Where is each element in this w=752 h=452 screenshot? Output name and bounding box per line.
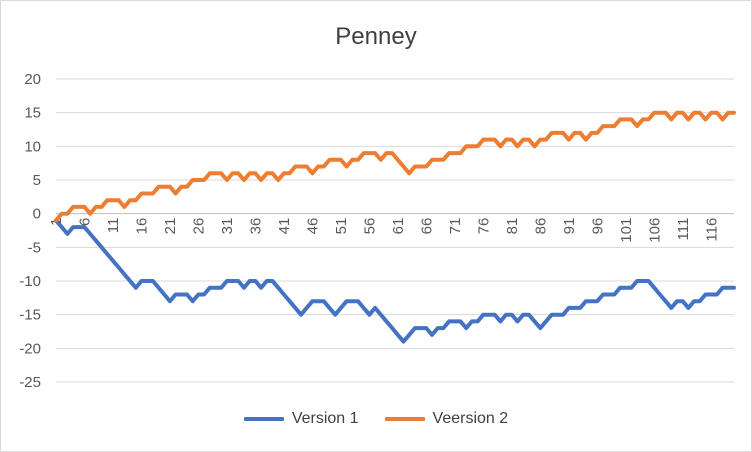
x-tick-label: 16 xyxy=(134,218,151,235)
x-tick-label: 86 xyxy=(533,218,550,235)
y-tick-label: -20 xyxy=(19,340,41,357)
legend-swatch-series-1 xyxy=(243,417,284,421)
legend-item-series-1: Version 1 xyxy=(243,410,359,428)
x-tick-label: 66 xyxy=(419,218,436,235)
x-tick-label: 116 xyxy=(703,218,720,242)
y-tick-label: 20 xyxy=(24,71,41,88)
x-tick-label: 36 xyxy=(248,218,265,235)
y-tick-label: 10 xyxy=(24,138,41,155)
x-tick-label: 111 xyxy=(675,218,692,241)
y-tick-label: -5 xyxy=(28,239,41,256)
series-line-1 xyxy=(54,218,736,344)
legend-label-series-2: Veersion 2 xyxy=(432,410,509,427)
y-tick-label: 0 xyxy=(33,206,41,223)
x-tick-label: 26 xyxy=(191,218,208,235)
y-tick-label: 5 xyxy=(33,172,41,189)
x-tick-label: 46 xyxy=(305,218,322,235)
x-tick-label: 31 xyxy=(219,218,236,235)
x-tick-label: 71 xyxy=(447,218,464,235)
x-tick-label: 11 xyxy=(105,218,122,234)
x-tick-label: 106 xyxy=(646,218,663,243)
y-tick-label: -15 xyxy=(19,307,41,324)
x-tick-label: 21 xyxy=(162,218,179,235)
x-tick-label: 96 xyxy=(590,218,607,235)
chart-title: Penney xyxy=(335,23,417,50)
x-tick-label: 91 xyxy=(561,218,578,235)
legend-item-series-2: Veersion 2 xyxy=(384,410,509,428)
x-tick-label: 101 xyxy=(618,218,635,243)
y-tick-label: -10 xyxy=(19,273,41,290)
series-line-2 xyxy=(54,110,736,223)
legend-label-series-1: Version 1 xyxy=(291,410,359,427)
legend-swatch-series-2 xyxy=(384,417,425,421)
x-tick-label: 76 xyxy=(476,218,493,235)
x-tick-label: 61 xyxy=(390,218,407,235)
x-tick-label: 51 xyxy=(333,218,350,235)
legend: Version 1 Veersion 2 xyxy=(1,410,751,428)
x-tick-label: 41 xyxy=(276,218,293,235)
x-tick-label: 6 xyxy=(77,218,94,226)
y-tick-label: -25 xyxy=(19,374,41,391)
x-tick-label: 81 xyxy=(504,218,521,235)
y-tick-label: 15 xyxy=(24,105,41,122)
x-tick-label: 56 xyxy=(362,218,379,235)
